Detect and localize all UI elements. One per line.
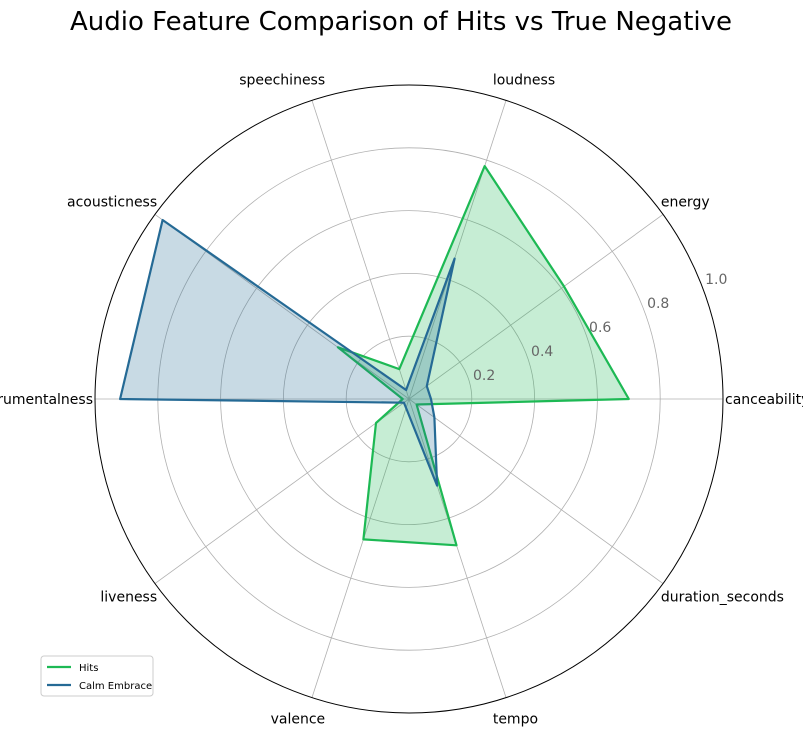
radial-tick-label: 0.6 — [589, 320, 611, 336]
axis-label-speechiness: speechiness — [239, 72, 325, 88]
legend: Hits Calm Embrace — [40, 655, 154, 697]
grid-spoke-speechiness — [311, 100, 410, 400]
axis-label-instrumentalness: instrumentalness — [0, 392, 93, 408]
polar-frame — [94, 84, 724, 714]
series-line-calm-embrace — [118, 218, 456, 487]
axis-label-acousticness: acousticness — [67, 195, 157, 211]
radial-tick-label: 1.0 — [705, 272, 727, 288]
chart-title: Audio Feature Comparison of Hits vs True… — [70, 7, 732, 37]
radial-tick-label: 0.4 — [531, 344, 553, 360]
grid-spoke-duration_seconds — [408, 398, 664, 584]
series-area-calm-embrace — [120, 220, 455, 486]
axis-label-valence: valence — [271, 712, 326, 728]
grid-spoke-loudness — [408, 100, 507, 400]
legend-label: Calm Embrace — [79, 681, 152, 692]
series-line-hits — [336, 165, 630, 547]
radial-tick-labels: 0.2 0.4 0.6 0.8 1.0 — [473, 272, 727, 384]
axis-label-tempo: tempo — [493, 712, 538, 728]
axis-label-liveness: liveness — [100, 589, 157, 605]
radial-tick-label: 0.2 — [473, 368, 495, 384]
series-layer — [118, 165, 630, 547]
legend-label: Hits — [79, 663, 98, 674]
axis-label-energy: energy — [661, 195, 710, 211]
series-area-hits — [337, 166, 629, 546]
grid-spoke-liveness — [154, 398, 410, 584]
axis-label-duration_seconds: duration_seconds — [661, 589, 784, 605]
grid-spoke-tempo — [408, 398, 507, 698]
axis-label-danceability: canceability — [725, 392, 803, 408]
radial-tick-label: 0.8 — [647, 296, 669, 312]
axis-label-loudness: loudness — [493, 72, 555, 88]
axis-labels: canceability energy loudness speechiness aco… — [0, 72, 803, 727]
grid-spoke-energy — [408, 214, 664, 400]
grid-spoke-valence — [311, 398, 410, 698]
